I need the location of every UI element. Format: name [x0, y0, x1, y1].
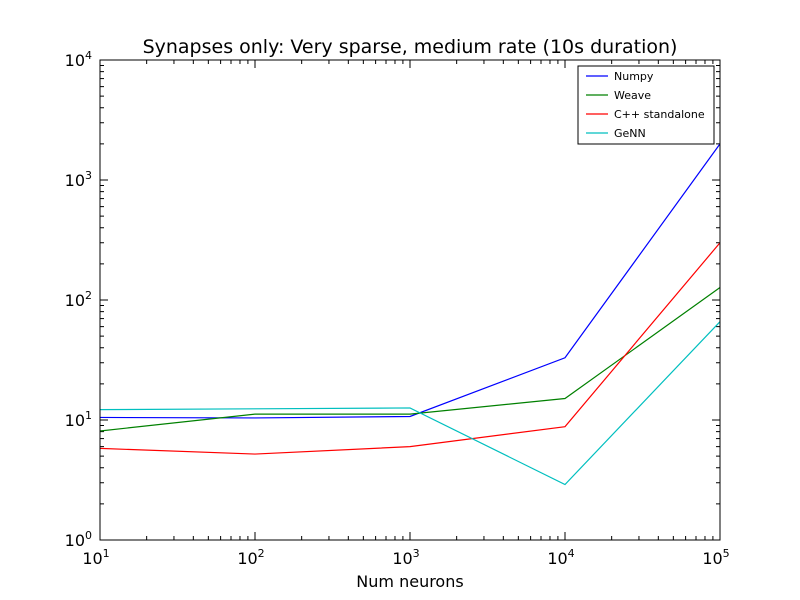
legend-label-weave: Weave — [614, 89, 651, 102]
x-tick-label: 104 — [547, 547, 574, 568]
series-line-weave — [99, 287, 721, 432]
y-tick-label: 100 — [65, 529, 92, 550]
x-axis-label: Num neurons — [356, 572, 463, 591]
legend-label-numpy: Numpy — [614, 70, 654, 83]
legend: Numpy Weave C++ standalone GeNN — [577, 65, 715, 145]
legend-box — [577, 65, 715, 145]
y-tick-label: 101 — [65, 409, 92, 430]
x-tick-label: 103 — [392, 547, 419, 568]
axes-frame — [99, 59, 721, 541]
chart-title: Synapses only: Very sparse, medium rate … — [143, 36, 678, 58]
y-tick-label: 102 — [65, 289, 92, 310]
plot-area: 101 102 103 104 105100101102103104NumpyWeave… — [65, 49, 730, 568]
x-tick-label: 102 — [237, 547, 264, 568]
x-tick-label: 101 — [82, 547, 109, 568]
y-tick-label: 104 — [65, 49, 92, 70]
legend-label-genn: GeNN — [614, 127, 646, 140]
x-tick-label: 105 — [702, 547, 729, 568]
y-tick-label: 103 — [65, 169, 92, 190]
series-line-numpy — [99, 143, 721, 419]
series-line-genn — [99, 321, 721, 486]
series-line-c-standalone — [99, 242, 721, 455]
legend-label-c-standalone: C++ standalone — [614, 108, 705, 121]
